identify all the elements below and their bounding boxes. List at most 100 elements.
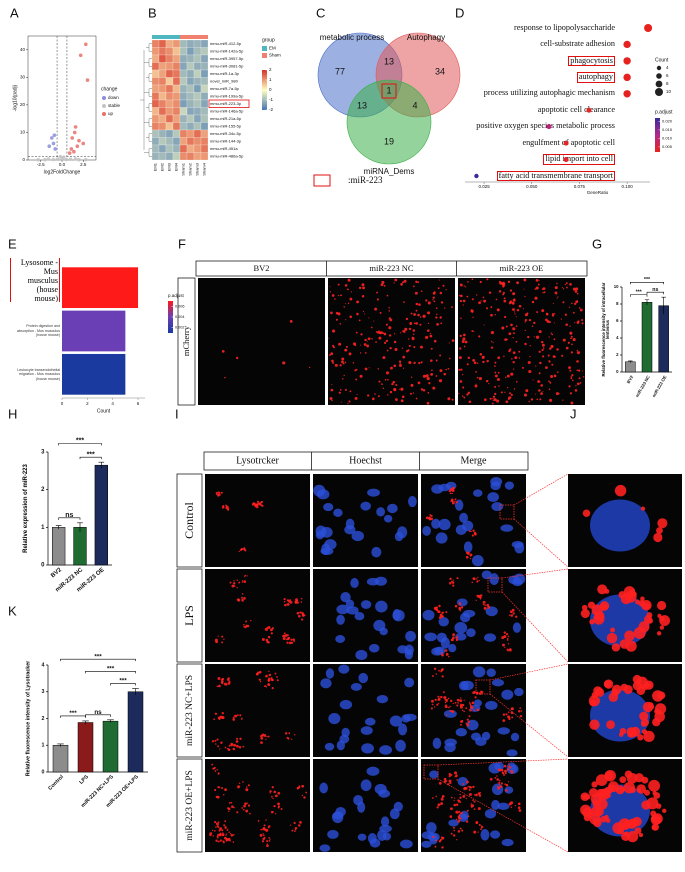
signal [354, 396, 358, 400]
signal [241, 593, 244, 595]
signal [218, 827, 220, 829]
y-axis-label-box: Relative fluorescence intensity of Lysot… [26, 661, 32, 777]
signal [512, 292, 516, 296]
signal [496, 785, 499, 788]
signal [280, 808, 283, 810]
error-bar [98, 461, 105, 469]
signal [435, 375, 438, 377]
legend-swatch [102, 104, 106, 108]
signal [501, 771, 505, 775]
signal [371, 397, 375, 401]
heat-cell [165, 62, 174, 71]
signal [562, 288, 565, 290]
signal [238, 745, 242, 749]
signal [576, 351, 581, 355]
signal [457, 815, 461, 818]
signal [571, 343, 573, 346]
x-tick-label: 2 [86, 401, 89, 406]
signal [239, 737, 242, 740]
signal [427, 301, 431, 305]
signal [503, 299, 507, 303]
signal [361, 283, 365, 287]
nucleus [431, 647, 444, 656]
signal [456, 779, 458, 781]
row-label: novel_miR_980 [210, 78, 239, 83]
point [75, 144, 80, 149]
signal [459, 283, 463, 287]
signal [463, 285, 465, 287]
signal [540, 384, 543, 387]
signal [429, 332, 432, 335]
signal [270, 628, 273, 632]
heat-cell [193, 69, 202, 78]
signal [343, 374, 345, 377]
signal [282, 637, 286, 641]
heat-cell [179, 84, 188, 93]
signal [362, 286, 365, 290]
nucleus [491, 678, 505, 687]
zoom-signal [612, 822, 625, 835]
zoom-signal [643, 615, 653, 624]
bar [102, 720, 119, 773]
row-header: LPS [182, 605, 196, 626]
dot [623, 40, 631, 49]
signal [438, 669, 440, 672]
y-tick-label: 30 [20, 75, 26, 80]
heat-cell [200, 137, 209, 146]
signal [538, 280, 540, 282]
signal [518, 350, 521, 353]
signal [382, 356, 386, 360]
nucleus [472, 489, 483, 497]
signal [522, 308, 524, 310]
heat-cell [151, 114, 160, 123]
signal [466, 718, 469, 721]
dot [623, 73, 631, 82]
signal [454, 771, 458, 775]
category-label-box: Leukocyte transendothelial migration - M… [17, 368, 60, 381]
signal [545, 366, 548, 370]
signal [334, 363, 338, 367]
column-header: Lysotrcker [236, 455, 279, 466]
y-tick-label: 1 [41, 525, 45, 531]
signal [220, 678, 224, 682]
signal [217, 772, 220, 774]
signal [226, 747, 229, 750]
signal [508, 781, 510, 783]
signal [480, 826, 484, 829]
signal [459, 812, 462, 815]
zoom-signal [654, 711, 666, 723]
signal [425, 374, 429, 378]
zoom-signal [603, 679, 614, 689]
signal [403, 279, 407, 283]
signal [512, 612, 515, 615]
signal [505, 713, 508, 716]
signal [420, 345, 423, 349]
signal [499, 779, 501, 782]
signal [569, 392, 573, 395]
signal [444, 649, 448, 652]
signal [537, 380, 541, 383]
x-axis-label: Count [97, 408, 111, 414]
signal [518, 809, 522, 812]
nucleus [346, 606, 359, 615]
signal [445, 706, 447, 708]
heat-cell [179, 39, 188, 48]
signal [457, 819, 461, 823]
column-label: Sham2 [188, 162, 193, 175]
term-label-box: cell-substrate adhesion [540, 40, 615, 49]
signal [535, 278, 539, 282]
signal [264, 627, 268, 631]
signal [549, 398, 553, 402]
heat-cell [186, 152, 195, 161]
signal [448, 772, 451, 776]
heat-cell [200, 62, 209, 71]
signal [468, 715, 471, 718]
term-label-box: positive oxygen species metabolic proces… [476, 122, 615, 131]
nucleus [360, 779, 372, 792]
signal [341, 360, 344, 364]
term-label: autophagy [576, 72, 615, 83]
nucleus [331, 811, 344, 824]
x-tick-label: 0.0 [59, 162, 66, 167]
signal [226, 829, 229, 832]
row-label-frame [177, 277, 196, 406]
